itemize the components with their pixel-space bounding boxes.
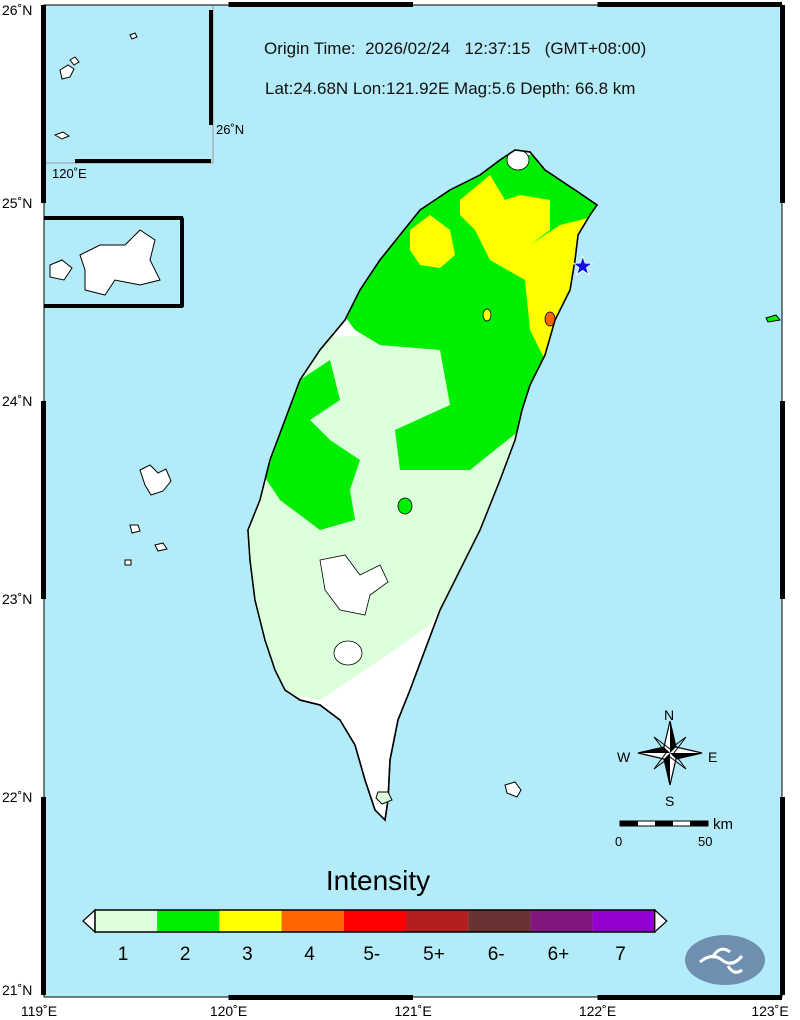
inset-lat-label: 26˚N <box>216 122 244 137</box>
colorbar-swatch-6- <box>468 910 531 932</box>
colorbar-swatch-2 <box>157 910 220 932</box>
compass-rose-icon <box>637 720 703 786</box>
colorbar-swatch-4 <box>281 910 344 932</box>
lon-label: 119˚E <box>21 1003 57 1019</box>
intensity-colorbar: 1 2 3 4 5- 5+ 6- 6+ 7 <box>82 908 668 965</box>
inset-kinmen <box>43 216 184 308</box>
colorbar-label: 6- <box>488 944 505 965</box>
lat-label: 22˚N <box>2 789 32 805</box>
colorbar-high-arrow <box>654 908 668 934</box>
zone-intensity-3-spot <box>482 308 492 322</box>
lon-label: 120˚E <box>210 1003 247 1019</box>
event-params-text: Lat:24.68N Lon:121.92E Mag:5.6 Depth: 66… <box>265 79 635 98</box>
lon-label: 122˚E <box>579 1003 616 1019</box>
zone-intensity-2-spot <box>397 497 413 515</box>
inset-lon-label: 120˚E <box>52 166 87 181</box>
colorbar-label: 5- <box>363 944 380 965</box>
scale-unit: km <box>713 816 733 833</box>
lat-label: 21˚N <box>2 982 32 998</box>
compass-n: N <box>664 707 674 723</box>
colorbar-label: 1 <box>118 944 129 965</box>
lat-label: 23˚N <box>2 591 32 607</box>
colorbar-label: 5+ <box>423 944 445 965</box>
lat-label: 26˚N <box>2 2 32 18</box>
zone-none-north <box>506 150 530 171</box>
compass-w: W <box>617 749 631 765</box>
inset-matsu: 26˚N 120˚E <box>43 4 244 181</box>
penghu-islands <box>124 314 781 805</box>
colorbar-swatch-7 <box>592 910 655 932</box>
lat-label: 24˚N <box>2 393 32 409</box>
colorbar-swatch-6+ <box>530 910 593 932</box>
colorbar-label: 4 <box>304 944 315 965</box>
colorbar-swatch-1 <box>95 910 158 932</box>
colorbar-swatch-5- <box>343 910 406 932</box>
colorbar-label: 3 <box>242 944 253 965</box>
compass-e: E <box>708 749 717 765</box>
legend-title: Intensity <box>326 865 430 896</box>
zone-intensity-3-west <box>410 215 455 268</box>
cwa-logo-icon <box>685 935 765 985</box>
lon-label: 123˚E <box>751 1003 788 1019</box>
zone-none-center <box>319 554 389 616</box>
compass-s: S <box>665 793 674 809</box>
scale-start: 0 <box>615 834 622 849</box>
zone-none-spot <box>333 640 363 666</box>
scale-bar <box>619 820 709 827</box>
epicenter-star-icon <box>572 255 594 276</box>
colorbar-label: 7 <box>615 944 626 965</box>
origin-time-text: Origin Time: 2026/02/24 12:37:15 (GMT+08… <box>264 39 646 58</box>
lon-label: 121˚E <box>394 1003 431 1019</box>
lat-label: 25˚N <box>2 195 32 211</box>
scale-end: 50 <box>698 834 712 849</box>
colorbar-label: 6+ <box>548 944 570 965</box>
colorbar-swatch-3 <box>219 910 282 932</box>
map-frame-ticks <box>41 2 785 1000</box>
colorbar-label: 2 <box>180 944 191 965</box>
colorbar-swatch-5+ <box>406 910 469 932</box>
